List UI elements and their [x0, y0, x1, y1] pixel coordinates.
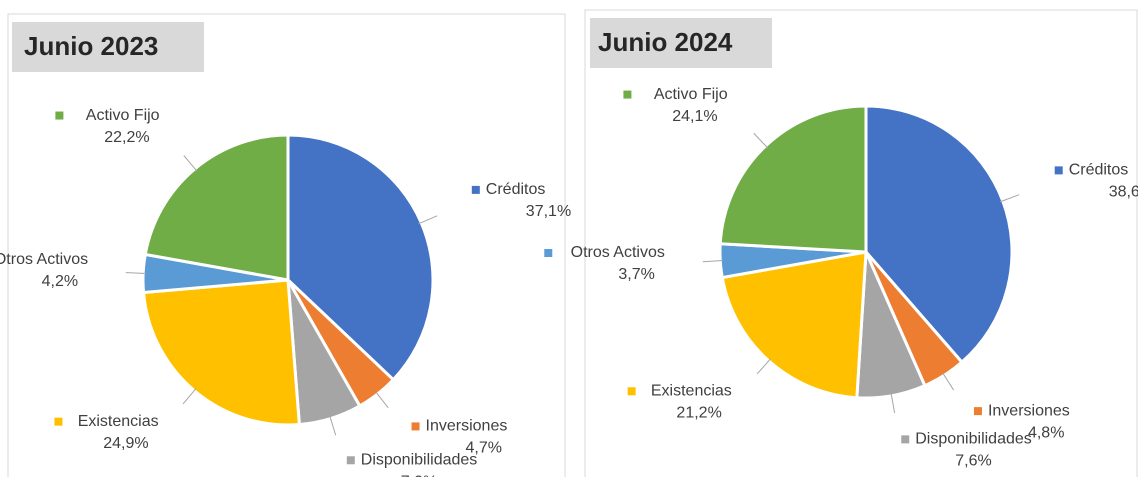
- data-label-value: 7,0%: [401, 473, 437, 477]
- leader-line: [183, 155, 198, 172]
- legend-marker: [627, 387, 636, 396]
- data-label-name: Activo Fijo: [86, 107, 160, 124]
- data-label-value: 4,7%: [466, 440, 502, 457]
- data-label-value: 38,6%: [1109, 184, 1138, 201]
- data-label-name: Créditos: [486, 181, 546, 198]
- legend-marker: [471, 185, 480, 194]
- leader-line: [756, 358, 772, 375]
- title-box: [12, 22, 204, 72]
- leader-line: [125, 272, 147, 275]
- legend-marker: [544, 249, 553, 258]
- data-label-name: Existencias: [78, 413, 159, 430]
- legend-marker: [901, 435, 910, 444]
- chart-title: Junio 2023: [24, 31, 158, 61]
- legend-marker: [623, 90, 632, 99]
- data-label-value: 21,2%: [676, 405, 721, 422]
- data-label-name: Otros Activos: [571, 244, 665, 261]
- data-label-name: Activo Fijo: [654, 86, 728, 103]
- leader-line: [753, 132, 769, 149]
- data-label-name: Disponibilidades: [915, 431, 1032, 448]
- leader-line: [702, 260, 724, 263]
- data-label-name: Disponibilidades: [361, 451, 478, 468]
- title-box: [590, 18, 772, 68]
- data-label-name: Inversiones: [988, 402, 1070, 419]
- leader-line: [329, 415, 337, 436]
- data-label-value: 24,9%: [103, 435, 148, 452]
- data-label-value: 22,2%: [104, 129, 149, 146]
- data-label-name: Existencias: [651, 383, 732, 400]
- leader-line: [182, 388, 197, 405]
- data-label-value: 4,2%: [42, 273, 78, 290]
- data-label-value: 7,6%: [955, 453, 991, 470]
- leader-line: [375, 391, 389, 409]
- data-label-value: 24,1%: [672, 108, 717, 125]
- legend-marker: [973, 407, 982, 416]
- leader-line: [999, 194, 1020, 203]
- data-label-value: 3,7%: [618, 266, 654, 283]
- leader-line: [418, 215, 438, 225]
- data-label-name: Créditos: [1069, 162, 1129, 179]
- chart-title: Junio 2024: [598, 27, 733, 57]
- legend-marker: [1054, 166, 1063, 175]
- data-label-value: 4,8%: [1028, 424, 1064, 441]
- legend-marker: [346, 456, 355, 465]
- data-label-name: Inversiones: [426, 418, 508, 435]
- legend-marker: [54, 417, 63, 426]
- legend-marker: [55, 111, 64, 120]
- leader-line: [890, 392, 896, 414]
- data-label-name: Otros Activos: [0, 251, 88, 268]
- data-label-value: 37,1%: [526, 203, 571, 220]
- legend-marker: [411, 422, 420, 431]
- leader-line: [942, 372, 955, 391]
